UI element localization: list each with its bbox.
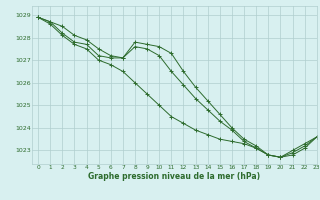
X-axis label: Graphe pression niveau de la mer (hPa): Graphe pression niveau de la mer (hPa) [88, 172, 260, 181]
